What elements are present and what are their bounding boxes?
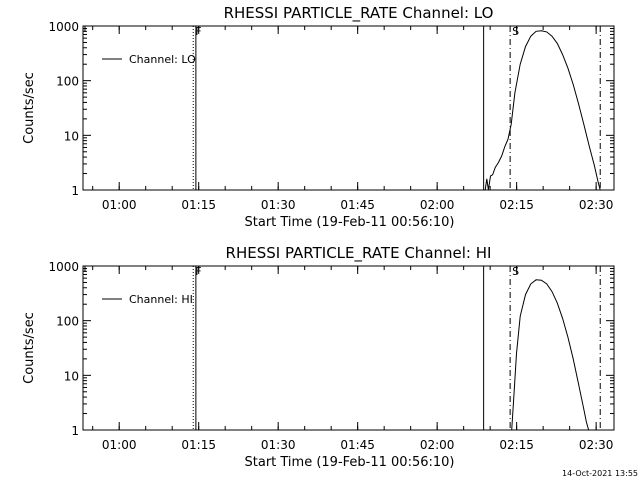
event-marker-label: S	[512, 265, 519, 278]
x-tick-label: 02:30	[579, 438, 614, 452]
x-tick-label: 01:45	[340, 438, 375, 452]
series-line	[484, 30, 601, 191]
x-tick-label: 02:00	[420, 198, 455, 212]
y-axis-label: Counts/sec	[22, 72, 37, 144]
y-tick-label: 10	[64, 129, 79, 143]
legend-label: Channel: HI	[129, 293, 193, 306]
chart-title: RHESSI PARTICLE_RATE Channel: HI	[226, 244, 492, 263]
x-tick-label: 01:15	[181, 438, 216, 452]
x-tick-label: 01:00	[102, 438, 137, 452]
plot-frame	[82, 25, 615, 191]
footer-timestamp: 14-Oct-2021 13:55	[562, 469, 638, 478]
event-marker-label: S	[512, 25, 519, 38]
x-tick-label: 02:15	[499, 438, 534, 452]
x-tick-label: 02:30	[579, 198, 614, 212]
chart-panel-lo: RHESSI PARTICLE_RATE Channel: LO 1 10 100 10…	[22, 4, 615, 230]
y-tick-label: 100	[56, 315, 79, 329]
y-tick-label: 1000	[48, 20, 79, 34]
x-tick-label: 01:30	[261, 198, 296, 212]
x-tick-label: 01:30	[261, 438, 296, 452]
x-tick-label: 02:15	[499, 198, 534, 212]
event-marker-label: F	[195, 265, 201, 278]
x-tick-label: 01:45	[340, 198, 375, 212]
x-tick-label: 01:00	[102, 198, 137, 212]
series-line	[511, 279, 590, 431]
plot-frame	[82, 265, 615, 431]
y-tick-label: 1	[71, 424, 79, 438]
legend-label: Channel: LO	[129, 53, 196, 66]
chart-panel-hi: RHESSI PARTICLE_RATE Channel: HI 1 10 100 10…	[22, 244, 615, 470]
x-tick-label: 01:15	[181, 198, 216, 212]
y-tick-label: 100	[56, 75, 79, 89]
y-tick-label: 1	[71, 184, 79, 198]
y-tick-label: 1000	[48, 260, 79, 274]
y-tick-label: 10	[64, 369, 79, 383]
y-axis-label: Counts/sec	[22, 312, 37, 384]
chart-title: RHESSI PARTICLE_RATE Channel: LO	[224, 4, 494, 23]
event-marker-label: F	[195, 25, 201, 38]
x-axis-label: Start Time (19-Feb-11 00:56:10)	[245, 215, 455, 230]
x-axis-label: Start Time (19-Feb-11 00:56:10)	[245, 455, 455, 470]
x-tick-label: 02:00	[420, 438, 455, 452]
